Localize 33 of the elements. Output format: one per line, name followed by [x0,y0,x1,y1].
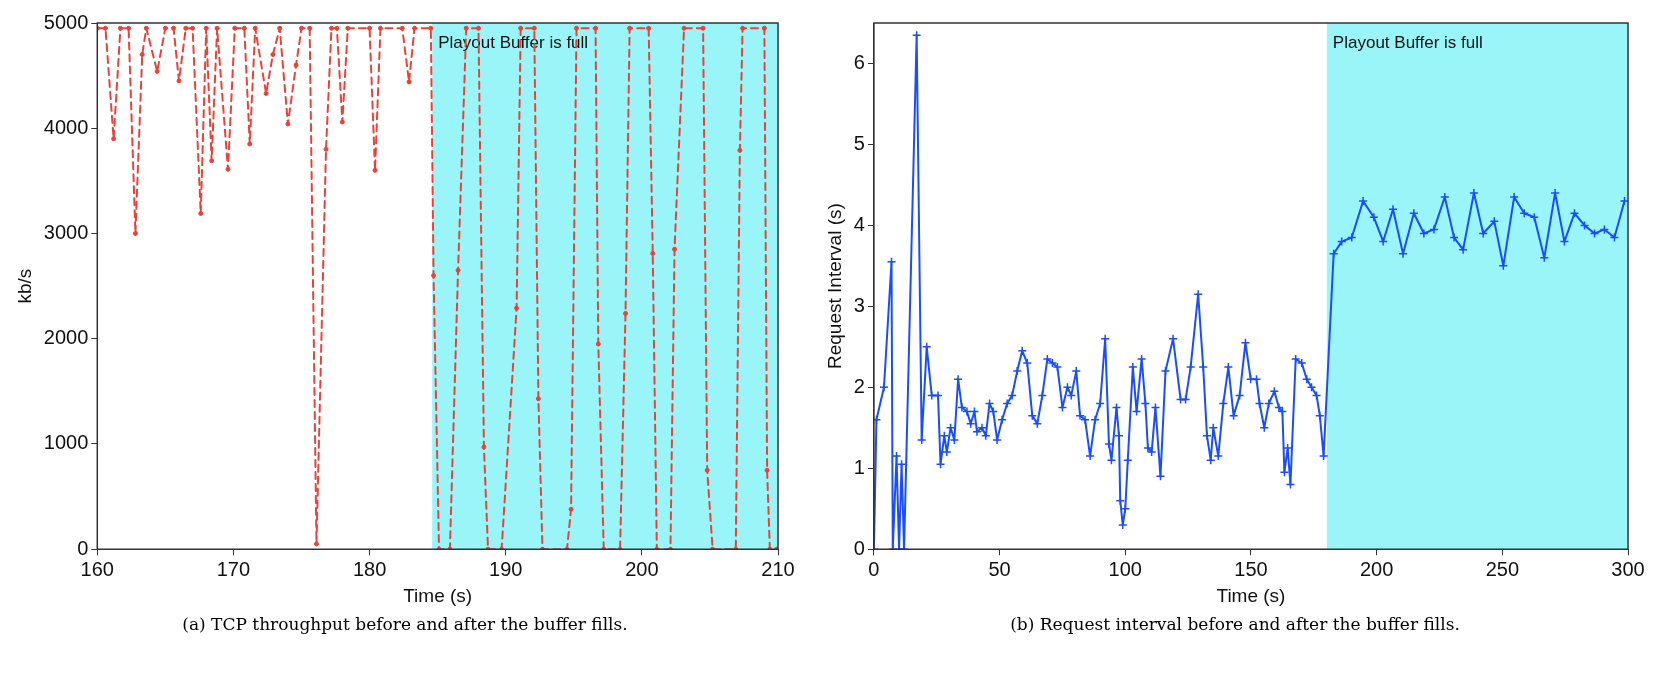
x-tick-label: 160 [80,557,114,580]
x-tick-label: 200 [1359,557,1394,580]
y-tick-label: 2000 [43,326,89,349]
x-axis-title: Time (s) [403,584,473,606]
y-tick-label: 6 [853,50,865,73]
y-tick-label: 1 [853,455,865,478]
x-tick-label: 100 [1108,557,1142,580]
x-tick-label: 50 [988,557,1011,580]
band-label: Playout Buffer is full [1332,33,1483,53]
y-tick-label: 5000 [43,10,89,33]
y-tick-label: 4000 [43,115,89,138]
x-tick-label: 180 [352,557,387,580]
text: (b) Request interval before and after the buffer fills. [1010,614,1460,634]
x-tick-label: 250 [1485,557,1520,580]
x-tick-label: 300 [1611,557,1645,580]
text: (a) TCP throughput before and after the buffer fills. [182,614,628,634]
y-axis-title: Request Interval (s) [823,203,845,369]
x-tick-label: 210 [761,557,795,580]
x-tick-label: 200 [625,557,659,580]
y-tick-label: 4 [853,212,865,235]
x-tick-label: 0 [868,557,880,580]
y-tick-label: 1000 [43,431,89,454]
y-tick-label: 0 [853,536,865,559]
y-tick-label: 5 [853,131,865,154]
y-tick-label: 3000 [43,221,89,243]
y-axis-title: kb/s [13,268,35,304]
x-tick-label: 170 [216,557,251,580]
x-tick-label: 150 [1234,557,1268,580]
y-tick-label: 2 [853,374,865,397]
y-tick-label: 0 [77,536,89,559]
y-tick-label: 3 [853,293,865,316]
x-axis-title: Time (s) [1216,584,1286,606]
x-tick-label: 190 [489,557,523,580]
